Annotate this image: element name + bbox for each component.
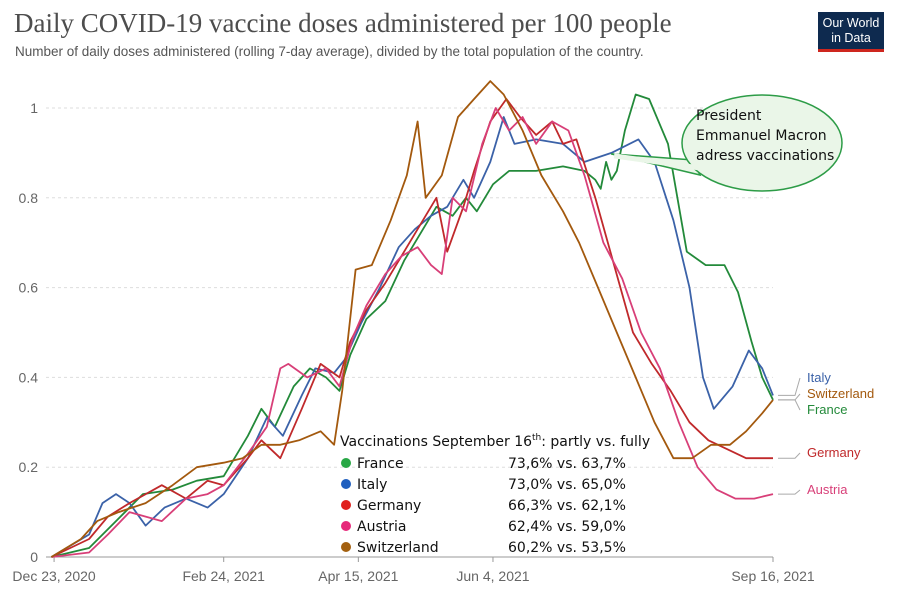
legend-dot-germany bbox=[341, 500, 351, 510]
chart-title: Daily COVID-19 vaccine doses administere… bbox=[14, 8, 672, 38]
legend-value-germany: 66,3% vs. 62,1% bbox=[508, 498, 626, 514]
end-label-italy: Italy bbox=[807, 370, 831, 385]
legend-title-suffix: : partly vs. fully bbox=[541, 434, 650, 450]
series-line-germany bbox=[51, 98, 773, 558]
end-label-france: France bbox=[807, 402, 847, 417]
legend-dot-france bbox=[341, 458, 351, 468]
x-tick-label: Jun 4, 2021 bbox=[456, 568, 529, 584]
end-label-connector bbox=[778, 377, 801, 396]
series-line-italy bbox=[50, 116, 774, 558]
legend-title: Vaccinations September 16th: partly vs. … bbox=[340, 433, 650, 450]
legend-name-austria: Austria bbox=[357, 519, 406, 535]
x-tick-label: Apr 15, 2021 bbox=[318, 568, 398, 584]
our-world-in-data-logo[interactable]: Our World in Data bbox=[818, 12, 884, 52]
y-tick-label: 0 bbox=[30, 549, 38, 565]
legend-value-austria: 62,4% vs. 59,0% bbox=[508, 519, 626, 535]
series-line-switzerland bbox=[50, 80, 774, 558]
series-line-france bbox=[51, 93, 774, 558]
end-label-germany: Germany bbox=[807, 445, 861, 460]
annotation-line: President bbox=[696, 108, 762, 124]
annotation-bubble bbox=[681, 94, 843, 192]
y-tick-label: 1 bbox=[30, 100, 38, 116]
legend-name-italy: Italy bbox=[357, 477, 387, 493]
legend-name-france: France bbox=[357, 456, 404, 472]
x-tick-label: Sep 16, 2021 bbox=[731, 568, 815, 584]
end-label-connector bbox=[778, 399, 801, 411]
legend-title-prefix: Vaccinations September 16 bbox=[340, 434, 532, 450]
legend-dot-austria bbox=[341, 521, 351, 531]
legend-name-germany: Germany bbox=[357, 498, 421, 514]
annotation-line: Emmanuel Macron bbox=[696, 128, 827, 144]
end-label-connector bbox=[778, 393, 801, 401]
end-label-connector bbox=[778, 452, 801, 459]
chart-subtitle: Number of daily doses administered (roll… bbox=[15, 44, 644, 59]
legend-value-italy: 73,0% vs. 65,0% bbox=[508, 477, 626, 493]
logo-line-1: Our World bbox=[822, 16, 880, 30]
end-label-switzerland: Switzerland bbox=[807, 386, 874, 401]
end-label-connector bbox=[778, 489, 801, 495]
legend-dot-italy bbox=[341, 479, 351, 489]
annotation-line: adress vaccinations bbox=[696, 148, 834, 164]
x-tick-label: Feb 24, 2021 bbox=[182, 568, 265, 584]
x-tick-label: Dec 23, 2020 bbox=[12, 568, 95, 584]
end-label-austria: Austria bbox=[807, 482, 848, 497]
y-tick-label: 0.4 bbox=[19, 369, 39, 385]
y-tick-label: 0.6 bbox=[19, 280, 39, 296]
y-tick-label: 0.8 bbox=[19, 190, 39, 206]
y-tick-label: 0.2 bbox=[19, 459, 39, 475]
logo-line-2: in Data bbox=[831, 31, 871, 45]
legend-title-sup: th bbox=[532, 433, 541, 443]
legend-value-switzerland: 60,2% vs. 53,5% bbox=[508, 540, 626, 556]
annotation-pointer-fill bbox=[613, 153, 701, 171]
series-line-austria bbox=[51, 107, 774, 558]
legend-dot-switzerland bbox=[341, 542, 351, 552]
legend-value-france: 73,6% vs. 63,7% bbox=[508, 456, 626, 472]
legend-name-switzerland: Switzerland bbox=[357, 540, 439, 556]
